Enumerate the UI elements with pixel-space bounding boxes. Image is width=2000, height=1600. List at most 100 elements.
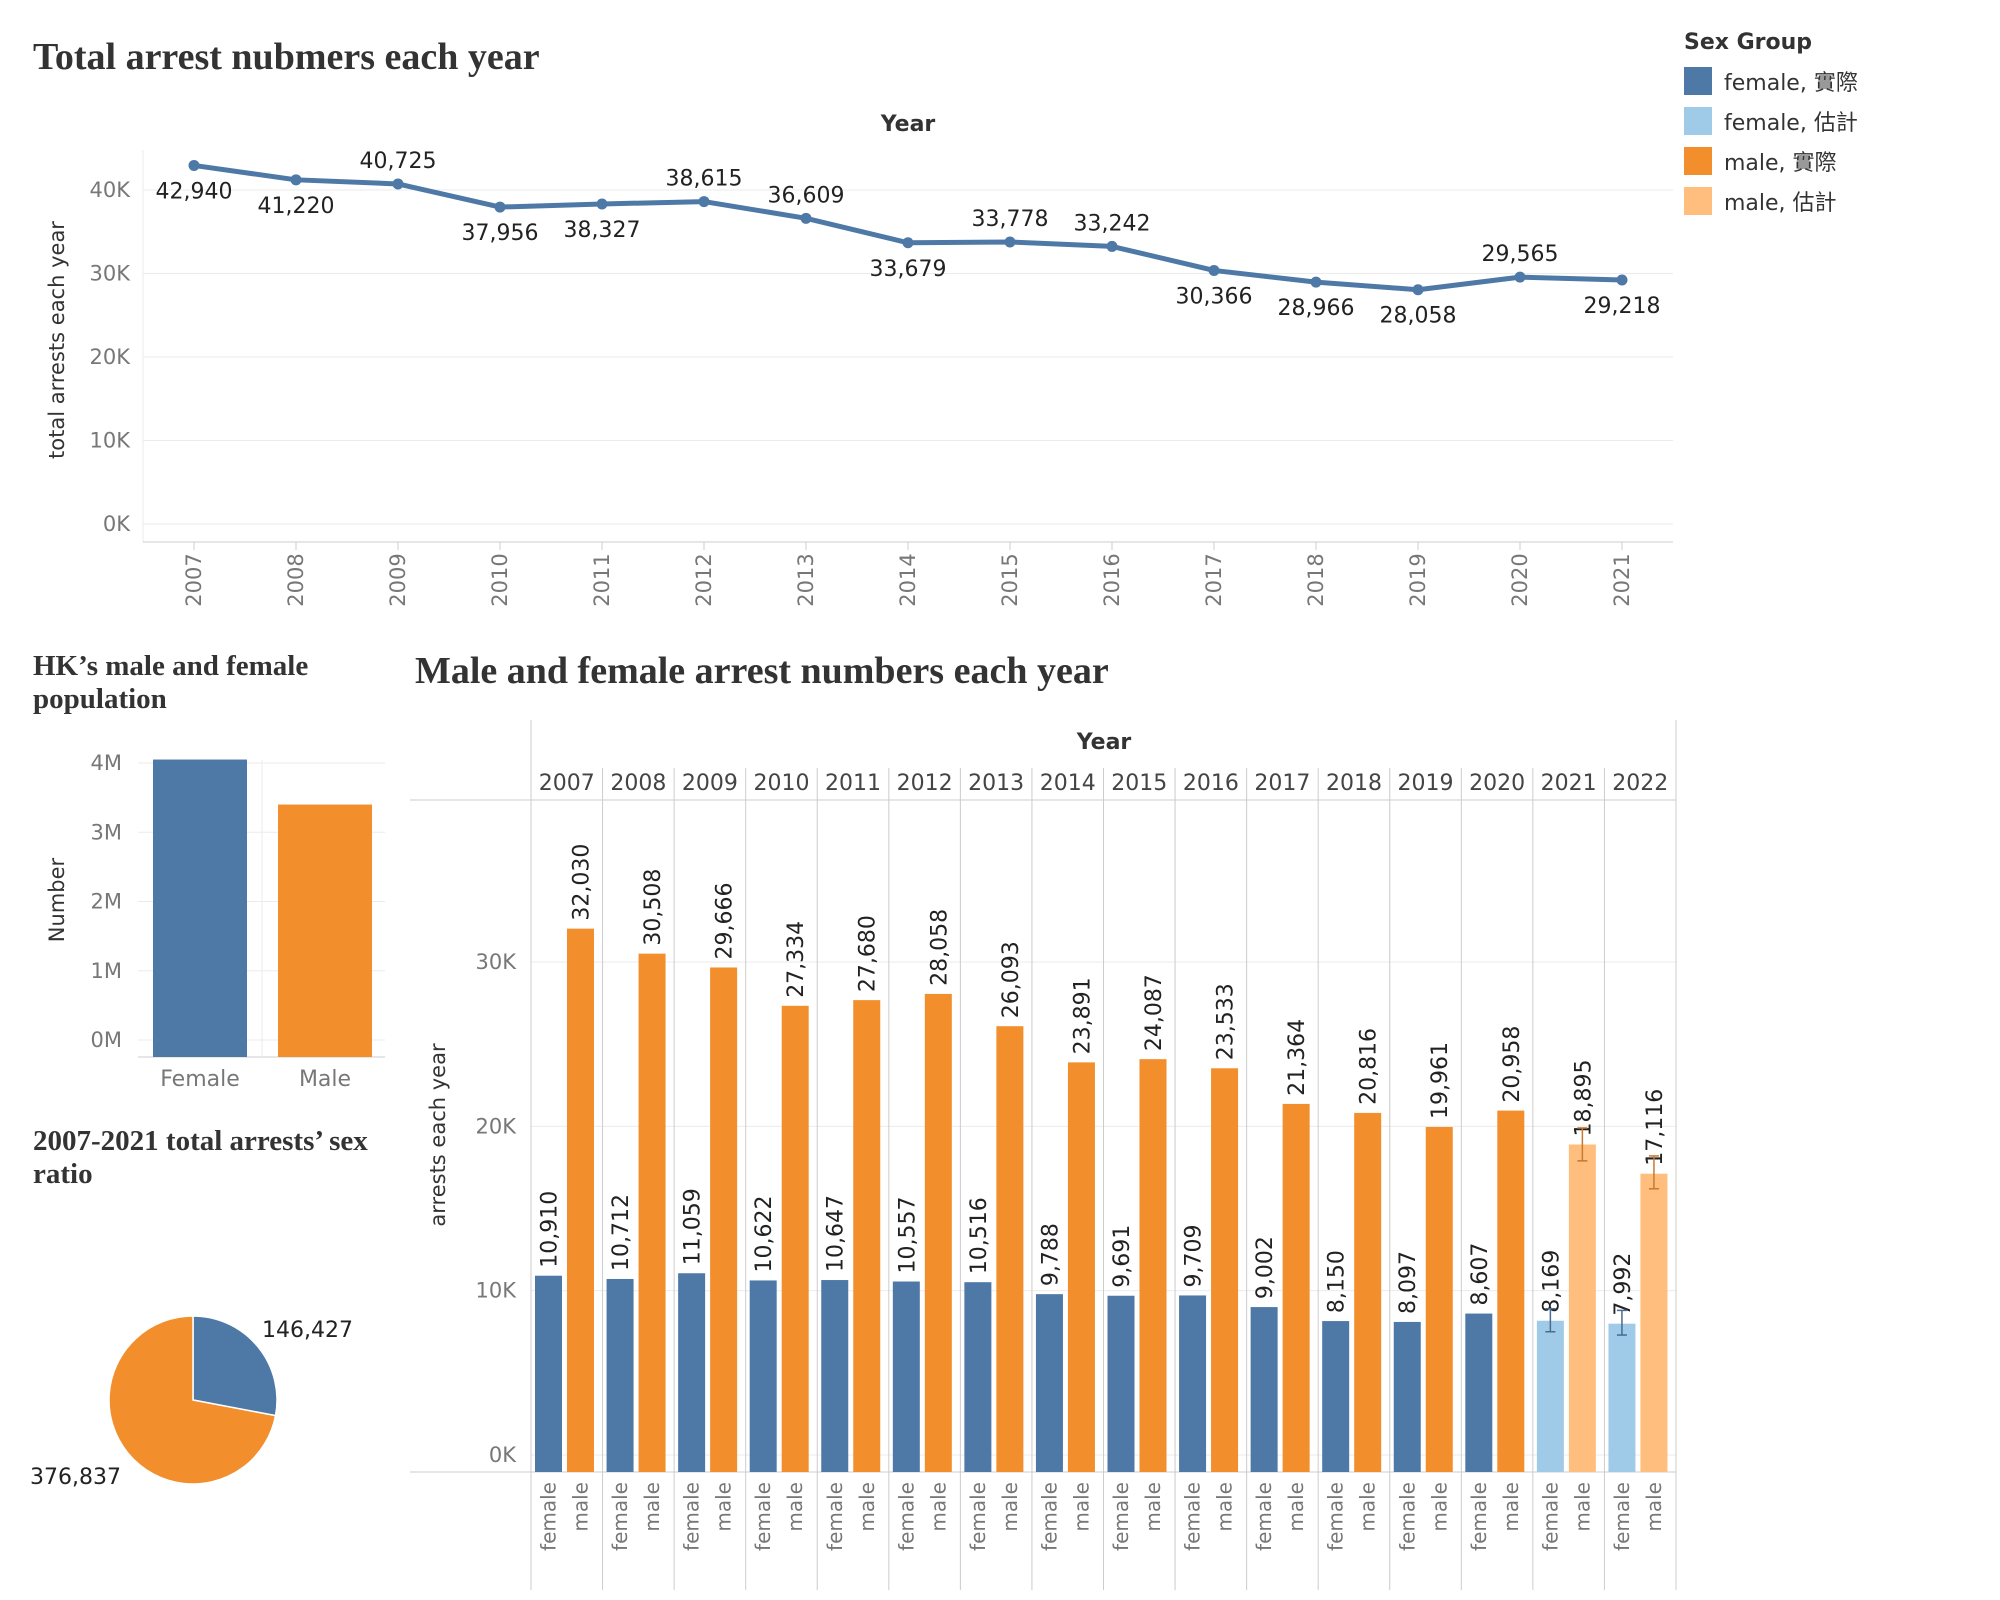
data-label: 33,679 — [870, 257, 947, 282]
data-label: 33,778 — [972, 207, 1049, 232]
sex-category-label: male — [1427, 1482, 1451, 1532]
bar-value-label: 10,516 — [967, 1197, 992, 1274]
bar-male-2019 — [1425, 1126, 1453, 1472]
data-label: 33,242 — [1074, 211, 1151, 236]
x-tick-label: 2007 — [182, 553, 206, 606]
bar-male-2014 — [1067, 1062, 1095, 1472]
bar-male-2022 — [1640, 1173, 1668, 1472]
x-tick-label: 2010 — [488, 553, 512, 606]
y-tick-label: 40K — [90, 178, 132, 202]
bar-female-2011 — [821, 1280, 849, 1472]
sex-category-label: male — [1284, 1482, 1308, 1532]
data-label: 42,940 — [156, 179, 233, 204]
bar-male-2011 — [853, 1000, 881, 1472]
bar-male-2012 — [924, 993, 952, 1472]
sex-category-label: male — [1356, 1482, 1380, 1532]
legend-swatch — [1684, 67, 1712, 95]
data-label: 38,615 — [666, 167, 743, 192]
legend-item-male-actual[interactable]: male, 實際 — [1684, 141, 1858, 181]
bar-value-label: 23,533 — [1214, 983, 1239, 1060]
bar-male-2015 — [1139, 1059, 1167, 1472]
bar-female-2014 — [1035, 1294, 1063, 1472]
x-tick-label: 2011 — [590, 553, 614, 606]
bar-value-label: 7,992 — [1611, 1253, 1636, 1316]
y-tick-label: 1M — [91, 959, 122, 983]
legend-item-female-estimate[interactable]: female, 估計 — [1684, 101, 1858, 141]
y-tick-label: 30K — [90, 262, 132, 286]
sex-category-label: male — [1499, 1482, 1523, 1532]
data-label: 37,956 — [462, 221, 539, 246]
data-label: 30,366 — [1176, 284, 1253, 309]
sex-category-label: male — [783, 1482, 807, 1532]
sex-category-label: female — [1538, 1482, 1562, 1551]
year-header-label: 2019 — [1398, 771, 1454, 796]
x-tick-label: Female — [160, 1067, 240, 1092]
year-header-label: 2015 — [1111, 771, 1167, 796]
sex-category-label: female — [1395, 1482, 1419, 1551]
bar-female-2016 — [1179, 1295, 1207, 1472]
bar-female-2010 — [749, 1280, 777, 1472]
x-tick-label: Male — [299, 1067, 351, 1092]
sex-category-label: male — [569, 1482, 593, 1532]
year-header-label: 2020 — [1469, 771, 1525, 796]
population-y-axis-title: Number — [45, 857, 69, 942]
data-label: 41,220 — [258, 194, 335, 219]
data-point — [1514, 271, 1526, 283]
sex-category-label: male — [926, 1482, 950, 1532]
bar-value-label: 20,816 — [1357, 1028, 1382, 1105]
bar-male-2008 — [638, 953, 666, 1472]
bar-value-label: 8,607 — [1468, 1243, 1493, 1306]
sex-category-label: female — [680, 1482, 704, 1551]
sex-category-label: female — [608, 1482, 632, 1551]
sex-category-label: female — [823, 1482, 847, 1551]
bar-value-label: 11,059 — [681, 1188, 706, 1265]
x-tick-label: 2017 — [1202, 553, 1226, 606]
x-tick-label: 2009 — [386, 553, 410, 606]
y-tick-label: 3M — [91, 820, 122, 844]
sex-category-label: female — [1252, 1482, 1276, 1551]
bar-female-2017 — [1250, 1307, 1278, 1472]
data-point — [1412, 284, 1424, 296]
y-tick-label: 4M — [91, 751, 122, 775]
bar-female-2007 — [535, 1275, 562, 1472]
legend-item-male-estimate[interactable]: male, 估計 — [1684, 181, 1858, 221]
legend-label: male, 實際 — [1724, 151, 1837, 176]
data-point — [1208, 264, 1220, 276]
sex-group-legend: Sex Group female, 實際 female, 估計 male, 實際… — [1684, 30, 1858, 221]
pie-label-female: 146,427 — [262, 1318, 353, 1343]
legend-item-female-actual[interactable]: female, 實際 — [1684, 61, 1858, 101]
year-header-label: 2009 — [682, 771, 738, 796]
year-header-label: 2022 — [1612, 771, 1668, 796]
data-point — [1310, 276, 1322, 288]
y-tick-label: 30K — [476, 950, 518, 974]
y-tick-label: 0M — [91, 1028, 122, 1052]
sex-category-label: male — [1069, 1482, 1093, 1532]
data-point — [1616, 274, 1628, 286]
x-tick-label: 2019 — [1406, 553, 1430, 606]
year-header-label: 2011 — [825, 771, 881, 796]
data-point — [800, 212, 812, 224]
bar-value-label: 9,691 — [1110, 1225, 1135, 1288]
bar-male-2018 — [1354, 1112, 1382, 1472]
sex-category-label: male — [640, 1482, 664, 1532]
year-header-label: 2008 — [610, 771, 666, 796]
x-tick-label: 2016 — [1100, 553, 1124, 606]
bar-value-label: 10,910 — [538, 1191, 563, 1268]
x-tick-label: 2008 — [284, 553, 308, 606]
line-x-axis-title: Year — [880, 112, 936, 137]
year-header-label: 2013 — [968, 771, 1024, 796]
data-label: 29,218 — [1584, 294, 1661, 319]
bar-value-label: 17,116 — [1643, 1089, 1668, 1166]
x-tick-label: 2014 — [896, 553, 920, 606]
sex-category-label: female — [1610, 1482, 1634, 1551]
x-tick-label: 2013 — [794, 553, 818, 606]
sex-category-label: female — [1037, 1482, 1061, 1551]
bar-value-label: 8,150 — [1325, 1250, 1350, 1313]
bar-female-2008 — [606, 1278, 634, 1472]
data-label: 28,058 — [1380, 304, 1457, 329]
bar-value-label: 24,087 — [1142, 974, 1167, 1051]
data-point — [188, 159, 200, 171]
bar-value-label: 21,364 — [1285, 1019, 1310, 1096]
legend-label: male, 估計 — [1724, 191, 1837, 216]
